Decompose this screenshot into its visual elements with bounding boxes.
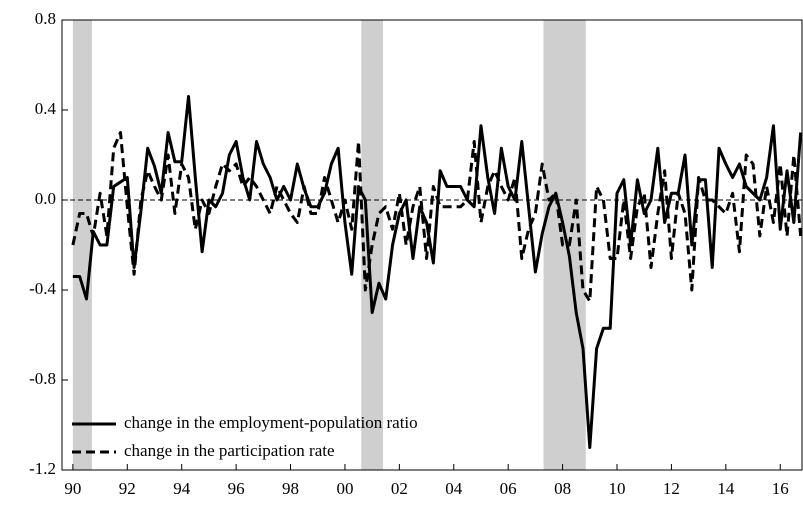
- x-tick-label: 96: [228, 479, 245, 498]
- recession-band: [361, 20, 384, 470]
- x-tick-label: 04: [445, 479, 463, 498]
- y-tick-label: -1.2: [29, 459, 56, 478]
- series-line: [71, 131, 803, 303]
- y-tick-label: -0.4: [29, 279, 56, 298]
- x-tick-label: 14: [717, 479, 735, 498]
- x-tick-label: 92: [119, 479, 136, 498]
- x-tick-label: 90: [64, 479, 81, 498]
- x-tick-label: 00: [336, 479, 353, 498]
- x-tick-label: 12: [663, 479, 680, 498]
- x-tick-label: 94: [173, 479, 191, 498]
- x-tick-label: 16: [772, 479, 789, 498]
- x-tick-label: 06: [500, 479, 517, 498]
- y-tick-label: 0.8: [35, 9, 56, 28]
- x-tick-label: 08: [554, 479, 571, 498]
- legend-label: change in the employment-population rati…: [124, 413, 418, 432]
- x-tick-label: 02: [391, 479, 408, 498]
- legend-label: change in the participation rate: [124, 441, 335, 460]
- y-tick-label: 0.0: [35, 189, 56, 208]
- x-tick-label: 98: [282, 479, 299, 498]
- plot-frame: [61, 19, 803, 471]
- x-tick-label: 10: [609, 479, 626, 498]
- series-line: [72, 95, 803, 449]
- recession-band: [72, 20, 92, 470]
- y-tick-label: -0.8: [29, 369, 56, 388]
- y-tick-label: 0.4: [35, 99, 57, 118]
